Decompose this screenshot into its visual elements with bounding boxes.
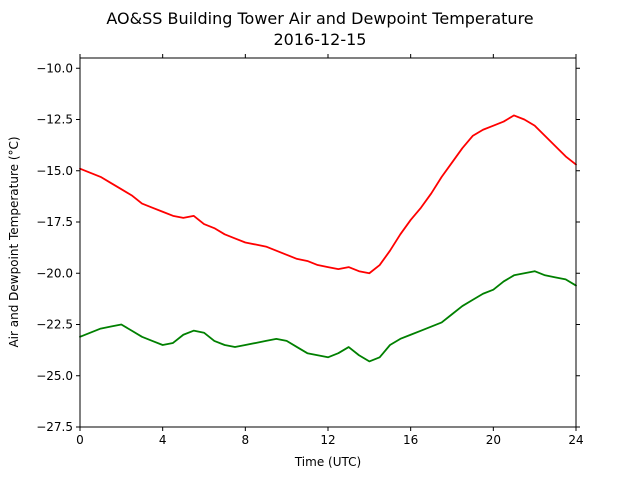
y-tick-label: −22.5: [36, 318, 73, 332]
y-tick-label: −27.5: [36, 420, 73, 434]
x-tick-label: 16: [403, 433, 418, 447]
chart-title: AO&SS Building Tower Air and Dewpoint Te…: [106, 9, 533, 28]
x-tick-label: 12: [320, 433, 335, 447]
x-tick-label: 8: [242, 433, 250, 447]
y-tick-label: −15.0: [36, 164, 73, 178]
y-tick-label: −17.5: [36, 215, 73, 229]
series-layer: [79, 114, 577, 363]
x-tick-label: 20: [486, 433, 501, 447]
y-tick-label: −10.0: [36, 61, 73, 75]
x-axis-label: Time (UTC): [294, 455, 361, 469]
x-tick-label: 0: [76, 433, 84, 447]
y-axis-label: Air and Dewpoint Temperature (°C): [7, 136, 21, 347]
x-tick-label: 4: [159, 433, 167, 447]
y-tick-label: −20.0: [36, 266, 73, 280]
x-axis: 0 4 8 12 16 20 24: [76, 54, 584, 447]
plot-frame: [79, 57, 577, 428]
y-axis: −27.5 −25.0 −22.5 −20.0 −17.5 −15.0 −12.5 −10.0: [36, 61, 580, 434]
y-tick-label: −25.0: [36, 369, 73, 383]
y-tick-label: −12.5: [36, 113, 73, 127]
chart-subtitle: 2016-12-15: [274, 30, 367, 49]
series-line-0: [79, 114, 577, 275]
series-line-1: [79, 270, 577, 363]
x-tick-label: 24: [568, 433, 583, 447]
